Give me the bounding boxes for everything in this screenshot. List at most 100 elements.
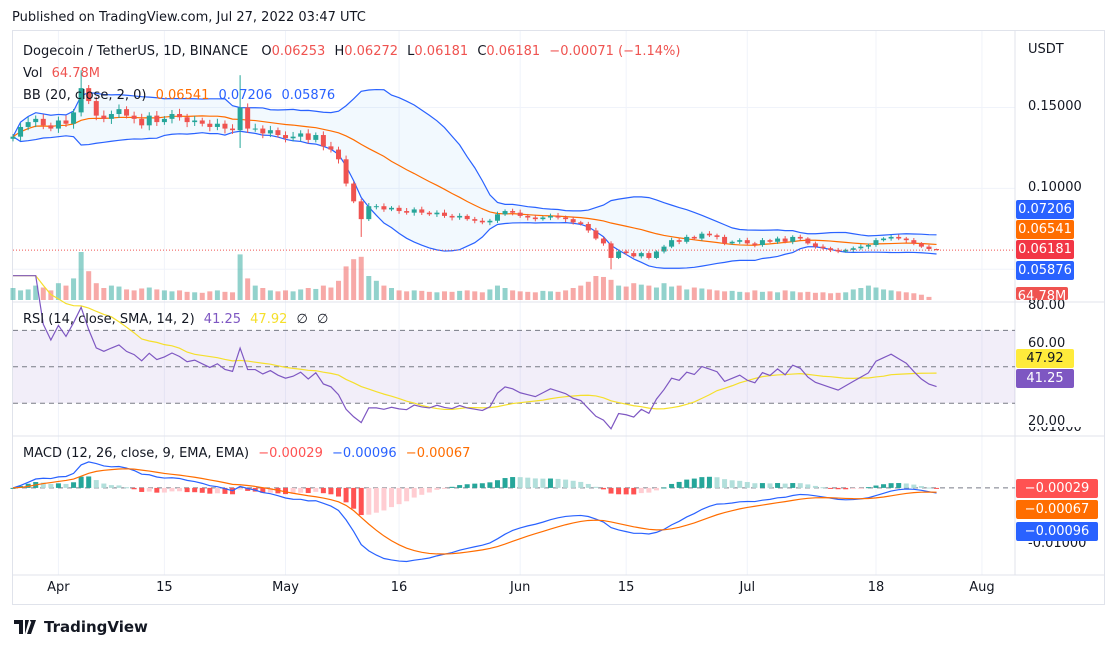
high-value: 0.06272 [344, 44, 399, 59]
volume-bar [283, 290, 289, 300]
volume-bar [48, 290, 54, 300]
bb-lower-tag: 0.05876 [1016, 261, 1074, 280]
candle-body [775, 238, 781, 242]
candle-body [835, 249, 841, 252]
macd-histogram-bar [820, 487, 826, 489]
price-tick: 0.10000 [1028, 180, 1082, 195]
volume-bar [404, 291, 410, 300]
macd-histogram-bar [260, 487, 266, 493]
volume-bar [888, 290, 894, 300]
volume-bar [767, 291, 773, 300]
macd-histogram-bar [502, 478, 508, 488]
rsi-sma-tag: 47.92 [1016, 349, 1074, 368]
macd-histogram-bar [812, 485, 818, 488]
tradingview-logo-text: TradingView [44, 618, 148, 636]
candle-body [33, 118, 39, 123]
candle-body [351, 183, 357, 202]
macd-histogram-bar [547, 478, 553, 488]
volume-bar [547, 291, 553, 300]
candle-body [131, 115, 137, 119]
macd-histogram-bar [684, 479, 690, 488]
rsi-tick: 80.00 [1028, 298, 1066, 313]
bb-label[interactable]: BB (20, close, 2, 0) [23, 88, 147, 103]
volume-bar [699, 288, 705, 300]
macd-histogram-bar [896, 483, 902, 488]
volume-bar [653, 287, 659, 300]
macd-label[interactable]: MACD (12, 26, close, 9, EMA, EMA) [23, 446, 250, 461]
volume-bar [18, 290, 24, 300]
volume-bar [434, 292, 440, 300]
volume-bar [608, 279, 614, 300]
rsi-label[interactable]: RSI (14, close, SMA, 14, 2) [23, 312, 195, 327]
rsi-band [13, 330, 1015, 404]
candle-body [25, 122, 31, 127]
macd-histogram-bar [351, 487, 357, 509]
macd-histogram-bar [222, 487, 228, 494]
volume-bar [494, 285, 500, 300]
macd-signal-line [12, 468, 937, 555]
volume-bar [669, 286, 675, 300]
macd-histogram-bar [358, 487, 364, 516]
volume-bar [911, 293, 917, 300]
candle-body [653, 251, 659, 258]
volume-bar [366, 276, 372, 300]
candle-body [510, 211, 516, 213]
macd-histogram-bar [63, 483, 69, 488]
macd-histogram-bar [525, 477, 531, 488]
candle-body [903, 238, 909, 241]
candle-body [873, 240, 879, 246]
volume-bar [759, 291, 765, 300]
tradingview-logo[interactable]: TradingView [14, 618, 148, 636]
volume-bar [479, 292, 485, 300]
symbol-title[interactable]: Dogecoin / TetherUS, 1D, BINANCE [23, 44, 249, 59]
macd-histogram-bar [207, 487, 213, 494]
candle-body [419, 209, 425, 213]
volume-bar [555, 291, 561, 300]
close-value: 0.06181 [486, 44, 541, 59]
candle-body [154, 115, 160, 123]
macd-histogram-bar [744, 482, 750, 488]
volume-bar [222, 291, 228, 300]
volume-bar [336, 280, 342, 300]
candle-body [532, 217, 538, 220]
candle-body [404, 211, 410, 213]
candle-body [237, 107, 243, 131]
candle-body [918, 243, 924, 247]
candle-body [305, 133, 311, 140]
volume-bar [441, 291, 447, 300]
candle-body [161, 118, 167, 123]
candle-body [449, 215, 455, 218]
volume-bar [124, 289, 130, 300]
macd-histogram-bar [55, 483, 61, 488]
macd-histogram-bar [911, 484, 917, 488]
time-tick: Aug [969, 580, 995, 595]
candle-body [199, 120, 205, 124]
candle-body [487, 220, 493, 223]
volume-bar [926, 296, 932, 300]
volume-bar [320, 285, 326, 300]
macd-histogram-bar [782, 483, 788, 488]
macd-histogram-bar [48, 483, 54, 488]
volume-bar [457, 290, 463, 300]
candle-body [790, 236, 796, 242]
macd-histogram-bar [555, 478, 561, 488]
bb-fill [13, 89, 937, 269]
time-tick: 18 [867, 580, 885, 595]
macd-histogram-bar [532, 478, 538, 488]
macd-histogram-bar [245, 487, 251, 491]
volume-bar [101, 288, 107, 300]
macd-histogram-bar [888, 483, 894, 488]
volume-bar [154, 289, 160, 300]
macd-histogram-bar [131, 487, 137, 490]
volume-bar [260, 288, 266, 300]
rsi-na-2: ∅ [316, 312, 329, 327]
candle-body [169, 114, 175, 119]
macd-histogram-bar [305, 487, 311, 494]
volume-bar [230, 292, 236, 300]
volume-label[interactable]: Vol [23, 66, 43, 81]
candle-body [328, 146, 334, 150]
volume-bar [676, 285, 682, 300]
macd-histogram-bar [858, 487, 864, 489]
candle-body [517, 212, 523, 216]
